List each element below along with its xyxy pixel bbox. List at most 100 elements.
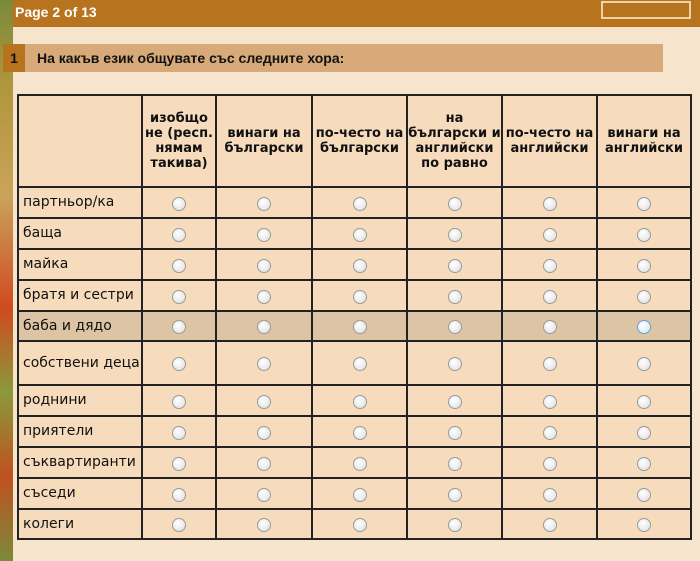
radio-cell [406,384,503,417]
radio-button[interactable] [447,518,462,532]
radio-cell [141,248,217,281]
radio-cell [215,310,313,342]
radio-button[interactable] [352,258,367,273]
radio-button[interactable] [257,456,271,471]
radio-cell [406,446,503,479]
radio-button[interactable] [637,425,651,440]
radio-button[interactable] [257,357,271,371]
radio-button[interactable] [447,456,462,471]
radio-button[interactable] [637,394,651,409]
radio-button[interactable] [172,227,186,242]
radio-cell [311,384,408,417]
radio-button[interactable] [172,456,186,471]
radio-button[interactable] [447,196,462,211]
radio-button[interactable] [447,425,462,440]
radio-button[interactable] [637,456,651,471]
radio-button[interactable] [542,456,557,471]
radio-button[interactable] [637,518,651,532]
radio-cell [215,248,313,281]
radio-button[interactable] [352,196,367,211]
page-header: Page 2 of 13 [13,0,700,27]
radio-button[interactable] [172,357,186,371]
radio-button[interactable] [257,227,271,242]
radio-button[interactable] [257,394,271,409]
radio-cell [406,477,503,510]
radio-button[interactable] [352,487,367,502]
radio-button[interactable] [542,518,557,532]
radio-button[interactable] [542,394,557,409]
radio-button[interactable] [257,518,271,532]
radio-button[interactable] [637,357,651,371]
radio-button[interactable] [257,196,271,211]
radio-button[interactable] [542,487,557,502]
radio-button[interactable] [637,196,651,211]
radio-button[interactable] [447,487,462,502]
radio-button[interactable] [637,258,651,273]
table-row: братя и сестри [17,279,692,312]
radio-button[interactable] [172,196,186,211]
radio-button[interactable] [447,394,462,409]
radio-cell [141,508,217,540]
radio-button[interactable] [352,456,367,471]
radio-button[interactable] [352,425,367,440]
radio-button[interactable] [172,487,186,502]
radio-button[interactable] [447,357,462,371]
radio-button[interactable] [172,394,186,409]
radio-button[interactable] [542,425,557,440]
radio-button[interactable] [637,320,651,334]
radio-button[interactable] [542,289,557,304]
table-row: приятели [17,415,692,448]
radio-button[interactable] [447,289,462,304]
radio-cell [141,384,217,417]
radio-button[interactable] [542,357,557,371]
radio-button[interactable] [352,289,367,304]
radio-button[interactable] [172,258,186,273]
radio-button[interactable] [352,357,367,371]
radio-button[interactable] [352,320,367,334]
radio-cell [406,186,503,219]
radio-button[interactable] [542,227,557,242]
row-label: съседи [17,477,143,510]
radio-cell [596,279,692,312]
radio-button[interactable] [447,258,462,273]
row-label: баща [17,217,143,250]
radio-button[interactable] [172,425,186,440]
radio-button[interactable] [257,487,271,502]
radio-cell [141,186,217,219]
question-text: На какъв език общувате със следните хора… [37,50,345,66]
radio-button[interactable] [447,227,462,242]
radio-button[interactable] [257,258,271,273]
radio-button[interactable] [172,289,186,304]
radio-button[interactable] [542,258,557,273]
radio-cell [311,248,408,281]
radio-button[interactable] [172,320,186,334]
decorative-side-image [0,0,13,561]
radio-cell [501,217,598,250]
radio-button[interactable] [542,196,557,211]
page-indicator: Page 2 of 13 [15,4,97,20]
radio-button[interactable] [172,518,186,532]
radio-button[interactable] [257,320,271,334]
question-header: 1 На какъв език общувате със следните хо… [3,44,663,72]
table-row: майка [17,248,692,281]
radio-cell [596,446,692,479]
radio-cell [215,508,313,540]
radio-cell [596,477,692,510]
radio-cell [215,217,313,250]
column-header: винаги на английски [596,94,692,188]
radio-button[interactable] [542,320,557,334]
radio-button[interactable] [352,518,367,532]
radio-cell [406,508,503,540]
row-label: съквартиранти [17,446,143,479]
radio-cell [141,415,217,448]
radio-button[interactable] [637,289,651,304]
radio-button[interactable] [352,394,367,409]
radio-button[interactable] [257,289,271,304]
radio-button[interactable] [447,320,462,334]
radio-button[interactable] [637,487,651,502]
radio-button[interactable] [257,425,271,440]
radio-button[interactable] [637,227,651,242]
table-row: партньор/ка [17,186,692,219]
radio-button[interactable] [352,227,367,242]
radio-cell [596,384,692,417]
